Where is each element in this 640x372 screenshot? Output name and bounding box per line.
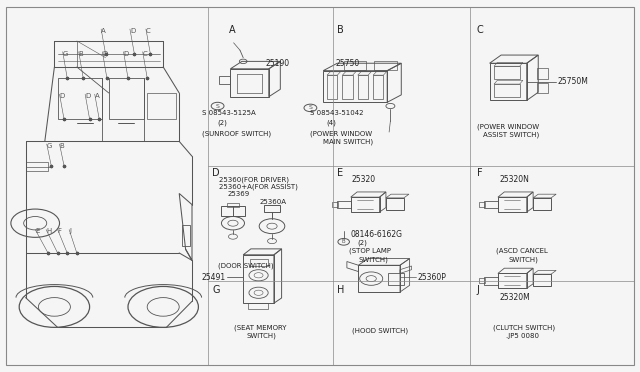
- Bar: [182, 225, 190, 246]
- Text: D: D: [212, 168, 220, 178]
- Text: C: C: [146, 28, 150, 34]
- Text: J: J: [69, 228, 71, 234]
- Bar: [358, 75, 368, 99]
- Text: S: S: [216, 103, 220, 109]
- Text: D: D: [85, 93, 90, 99]
- Bar: [351, 197, 380, 212]
- Text: 25190: 25190: [266, 59, 290, 68]
- Text: A: A: [101, 28, 106, 34]
- Text: B: B: [60, 143, 64, 149]
- Text: F: F: [58, 228, 61, 234]
- Text: 25320N: 25320N: [499, 175, 529, 184]
- Text: 25360P: 25360P: [417, 273, 446, 282]
- Bar: [537, 68, 548, 79]
- Text: (STOP LAMP: (STOP LAMP: [349, 248, 391, 254]
- Text: D: D: [130, 28, 135, 34]
- Text: S: S: [308, 105, 312, 110]
- Text: 25360(FOR DRIVER): 25360(FOR DRIVER): [219, 176, 289, 183]
- Bar: [344, 61, 366, 70]
- Text: (4): (4): [326, 119, 336, 126]
- Bar: [537, 83, 548, 93]
- Text: ASSIST SWITCH): ASSIST SWITCH): [483, 131, 540, 138]
- Bar: [250, 259, 268, 266]
- Bar: [498, 197, 527, 212]
- Text: G: G: [47, 143, 52, 149]
- Bar: [533, 274, 551, 286]
- Text: (POWER WINDOW: (POWER WINDOW: [477, 123, 539, 130]
- Text: 25320: 25320: [352, 175, 376, 184]
- Text: D: D: [124, 51, 129, 57]
- Text: 25491: 25491: [202, 273, 226, 282]
- Text: A: A: [95, 93, 99, 99]
- Text: (DOOR SWITCH): (DOOR SWITCH): [218, 263, 273, 269]
- Text: E: E: [337, 168, 344, 178]
- Text: S 08543-5125A: S 08543-5125A: [202, 110, 255, 116]
- Text: 25750: 25750: [336, 59, 360, 68]
- Text: (POWER WINDOW: (POWER WINDOW: [310, 131, 372, 137]
- Text: (2): (2): [218, 119, 227, 126]
- Text: B: B: [342, 239, 346, 244]
- Text: .JP5 0080: .JP5 0080: [506, 333, 539, 339]
- Bar: [533, 198, 551, 210]
- Text: H: H: [337, 285, 345, 295]
- Bar: [227, 203, 239, 207]
- Bar: [386, 198, 404, 210]
- Text: C: C: [477, 25, 484, 35]
- Text: (2): (2): [357, 239, 367, 246]
- Bar: [484, 277, 498, 285]
- Text: G: G: [212, 285, 220, 295]
- Text: (HOOD SWITCH): (HOOD SWITCH): [352, 328, 408, 334]
- Text: (ASCD CANCEL: (ASCD CANCEL: [496, 248, 548, 254]
- Text: A: A: [229, 25, 236, 35]
- Bar: [479, 202, 485, 207]
- Bar: [327, 75, 337, 99]
- Text: G: G: [63, 51, 68, 57]
- Bar: [498, 273, 527, 288]
- Text: E: E: [35, 228, 40, 234]
- Text: 08146-6162G: 08146-6162G: [351, 230, 403, 239]
- Text: 25320M: 25320M: [499, 293, 530, 302]
- Bar: [388, 273, 404, 285]
- Text: (CLUTCH SWITCH): (CLUTCH SWITCH): [493, 324, 555, 331]
- Text: D: D: [102, 51, 108, 57]
- Bar: [332, 202, 338, 207]
- Bar: [374, 61, 397, 70]
- Text: B: B: [337, 25, 344, 35]
- Text: 25360A: 25360A: [259, 199, 286, 205]
- Bar: [342, 75, 353, 99]
- Text: F: F: [477, 168, 483, 178]
- Bar: [484, 201, 498, 208]
- Text: MAIN SWITCH): MAIN SWITCH): [323, 139, 373, 145]
- Text: 25750M: 25750M: [557, 77, 588, 86]
- Text: 25369: 25369: [227, 191, 250, 197]
- Text: C: C: [143, 51, 147, 57]
- Text: H: H: [46, 228, 51, 234]
- Text: SWITCH): SWITCH): [246, 333, 276, 339]
- Text: B: B: [79, 51, 83, 57]
- Text: D: D: [60, 93, 65, 99]
- Text: (SEAT MEMORY: (SEAT MEMORY: [234, 324, 286, 331]
- Text: SWITCH): SWITCH): [358, 256, 388, 263]
- Bar: [26, 162, 48, 171]
- Text: (SUNROOF SWITCH): (SUNROOF SWITCH): [202, 131, 271, 137]
- Text: S 08543-51042: S 08543-51042: [310, 110, 364, 116]
- Bar: [494, 84, 520, 97]
- Bar: [337, 201, 351, 208]
- Bar: [373, 75, 383, 99]
- Text: SWITCH): SWITCH): [509, 256, 539, 263]
- Text: 25360+A(FOR ASSIST): 25360+A(FOR ASSIST): [219, 183, 298, 190]
- Bar: [479, 278, 485, 283]
- Text: J: J: [477, 285, 479, 295]
- Bar: [494, 66, 520, 79]
